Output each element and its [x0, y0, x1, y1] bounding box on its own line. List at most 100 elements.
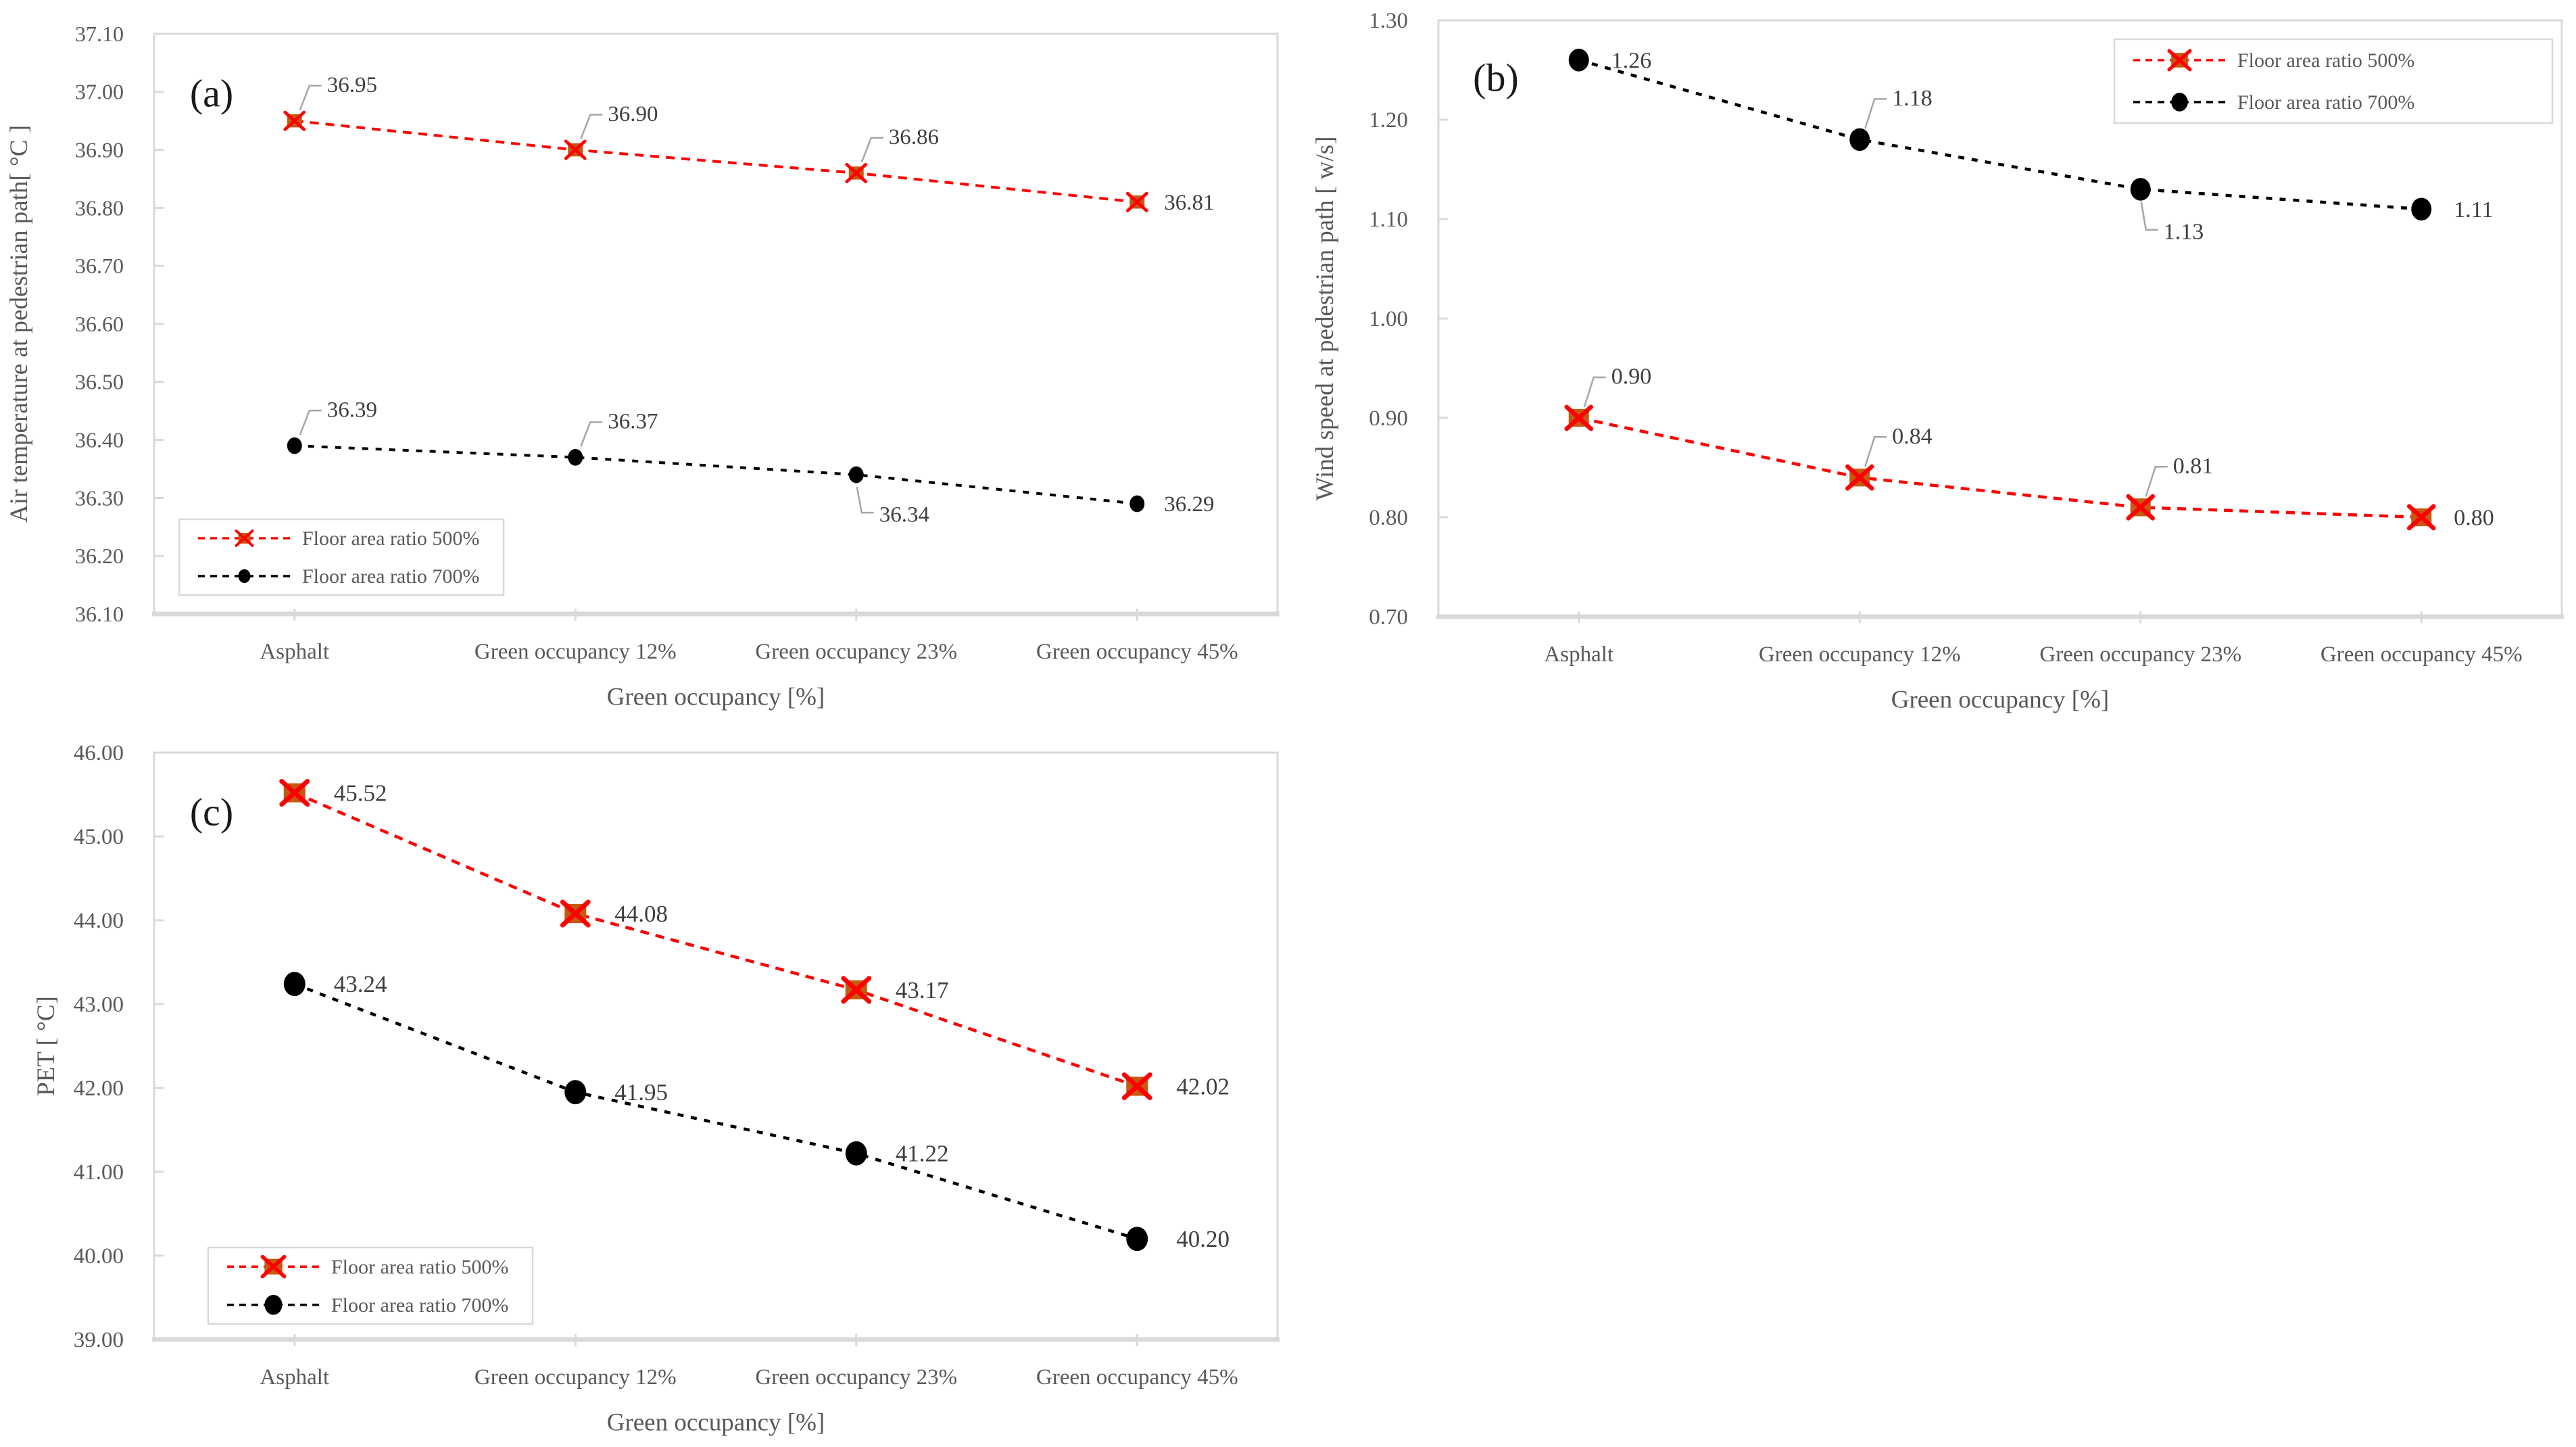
- series-500-marker-x: [1845, 464, 1874, 491]
- data-label-leader: [299, 409, 322, 435]
- series-700-marker: [1126, 1227, 1148, 1252]
- x-tick-label: Green occupancy 23%: [755, 640, 957, 664]
- y-tick-label: 36.90: [75, 137, 124, 162]
- series-line: [294, 119, 1138, 204]
- data-label-leader: [1864, 435, 1887, 467]
- data-label: 1.13: [2164, 219, 2204, 244]
- legend-label: Floor area ratio 500%: [2237, 49, 2414, 72]
- series-700-marker: [1568, 49, 1589, 72]
- legend-box-c: [207, 1246, 534, 1325]
- legend-label: Floor area ratio 500%: [302, 527, 479, 550]
- series-700-marker: [2411, 197, 2432, 221]
- data-label-leader: [580, 421, 603, 447]
- series-line: [1578, 58, 2422, 211]
- panel-label: (a): [190, 72, 233, 116]
- data-label: 1.18: [1892, 86, 1933, 111]
- data-label: 41.22: [896, 1141, 949, 1167]
- legend-box-a: [178, 518, 505, 596]
- series-700-marker: [564, 1080, 587, 1105]
- y-tick-label: 36.80: [75, 195, 124, 220]
- data-label-leader: [1583, 376, 1606, 408]
- legend-label: Floor area ratio 700%: [331, 1294, 508, 1316]
- y-axis-title: Air temperature at pedestrian path[ °C ]: [5, 125, 33, 523]
- data-label: 42.02: [1176, 1073, 1230, 1099]
- series-line: [293, 791, 1138, 1088]
- series-500-marker-x: [283, 110, 306, 131]
- series-500-marker-x: [279, 778, 310, 807]
- x-tick-label: Green occupancy 12%: [475, 1365, 677, 1390]
- y-tick-label: 43.00: [74, 993, 124, 1017]
- x-tick-label: Green occupancy 23%: [755, 1365, 957, 1390]
- data-label: 0.90: [1611, 364, 1652, 389]
- data-label-leader: [2140, 201, 2158, 231]
- y-tick-label: 1.30: [1369, 9, 1408, 33]
- x-tick-label: Asphalt: [1544, 642, 1613, 667]
- series-500-marker-x: [2126, 494, 2155, 521]
- series-700-marker: [2171, 93, 2188, 112]
- series-500-marker-x: [1125, 191, 1148, 212]
- y-tick-label: 0.70: [1369, 605, 1408, 630]
- y-tick-label: 37.00: [75, 80, 124, 104]
- data-label: 36.39: [327, 398, 377, 422]
- series-500-marker-x: [845, 162, 868, 183]
- y-tick-label: 36.30: [75, 485, 124, 510]
- data-label: 36.34: [879, 502, 929, 527]
- x-tick-label: Green occupancy 45%: [2320, 642, 2523, 667]
- x-tick-label: Asphalt: [260, 1365, 329, 1390]
- data-label: 0.81: [2173, 454, 2214, 479]
- y-tick-label: 0.90: [1369, 406, 1408, 431]
- data-label: 44.08: [614, 901, 668, 927]
- series-500-marker-x: [260, 1254, 287, 1279]
- series-700-marker: [848, 466, 864, 483]
- series-line: [293, 982, 1138, 1241]
- data-label-leader: [299, 85, 322, 111]
- data-label-leader: [1864, 98, 1887, 129]
- series-700-marker: [845, 1141, 867, 1166]
- y-tick-label: 36.40: [75, 427, 124, 452]
- data-label: 36.29: [1164, 492, 1214, 517]
- y-tick-label: 36.70: [75, 254, 124, 278]
- y-tick-label: 1.20: [1369, 108, 1408, 133]
- data-label: 0.80: [2454, 506, 2494, 531]
- y-tick-label: 1.00: [1369, 307, 1408, 331]
- data-label-leader: [856, 486, 874, 514]
- x-axis-title: Green occupancy [%]: [607, 1409, 825, 1437]
- y-tick-label: 36.60: [75, 312, 124, 336]
- y-tick-label: 0.80: [1369, 506, 1408, 530]
- series-500-marker-x: [1564, 404, 1593, 431]
- y-tick-label: 39.00: [74, 1328, 124, 1352]
- x-tick-label: Asphalt: [260, 640, 329, 664]
- y-tick-label: 42.00: [74, 1076, 124, 1101]
- data-label-leader: [2145, 466, 2168, 497]
- series-500-marker-x: [2167, 49, 2192, 72]
- data-label: 40.20: [1176, 1226, 1230, 1252]
- series-500-marker-x: [841, 976, 872, 1004]
- series-700-marker: [264, 1295, 283, 1315]
- data-label: 36.90: [608, 102, 658, 126]
- data-label-leader: [860, 137, 883, 163]
- series-500-marker-x: [1121, 1072, 1152, 1101]
- series-line: [1578, 416, 2422, 519]
- y-tick-label: 36.10: [75, 602, 124, 626]
- y-tick-label: 44.00: [74, 909, 124, 933]
- series-700-marker: [568, 449, 583, 466]
- y-tick-label: 41.00: [74, 1160, 124, 1185]
- x-tick-label: Green occupancy 12%: [1759, 642, 1961, 667]
- x-tick-label: Green occupancy 12%: [475, 640, 677, 664]
- series-700-marker: [238, 569, 251, 584]
- data-label: 36.81: [1164, 191, 1214, 215]
- series-500-marker-x: [2407, 504, 2436, 531]
- y-tick-label: 36.50: [75, 370, 124, 394]
- x-tick-label: Green occupancy 45%: [1036, 1365, 1238, 1390]
- series-700-marker: [1849, 128, 1870, 151]
- y-axis-title: Wind speed at pedestrian path [ w/s]: [1311, 137, 1339, 501]
- data-label: 36.86: [889, 125, 939, 149]
- legend-label: Floor area ratio 500%: [331, 1256, 508, 1278]
- series-500-marker-x: [560, 899, 591, 928]
- panel-label: (c): [190, 790, 233, 834]
- y-tick-label: 37.10: [75, 22, 124, 46]
- x-axis-title: Green occupancy [%]: [1891, 686, 2110, 714]
- series-700-marker: [1129, 495, 1145, 513]
